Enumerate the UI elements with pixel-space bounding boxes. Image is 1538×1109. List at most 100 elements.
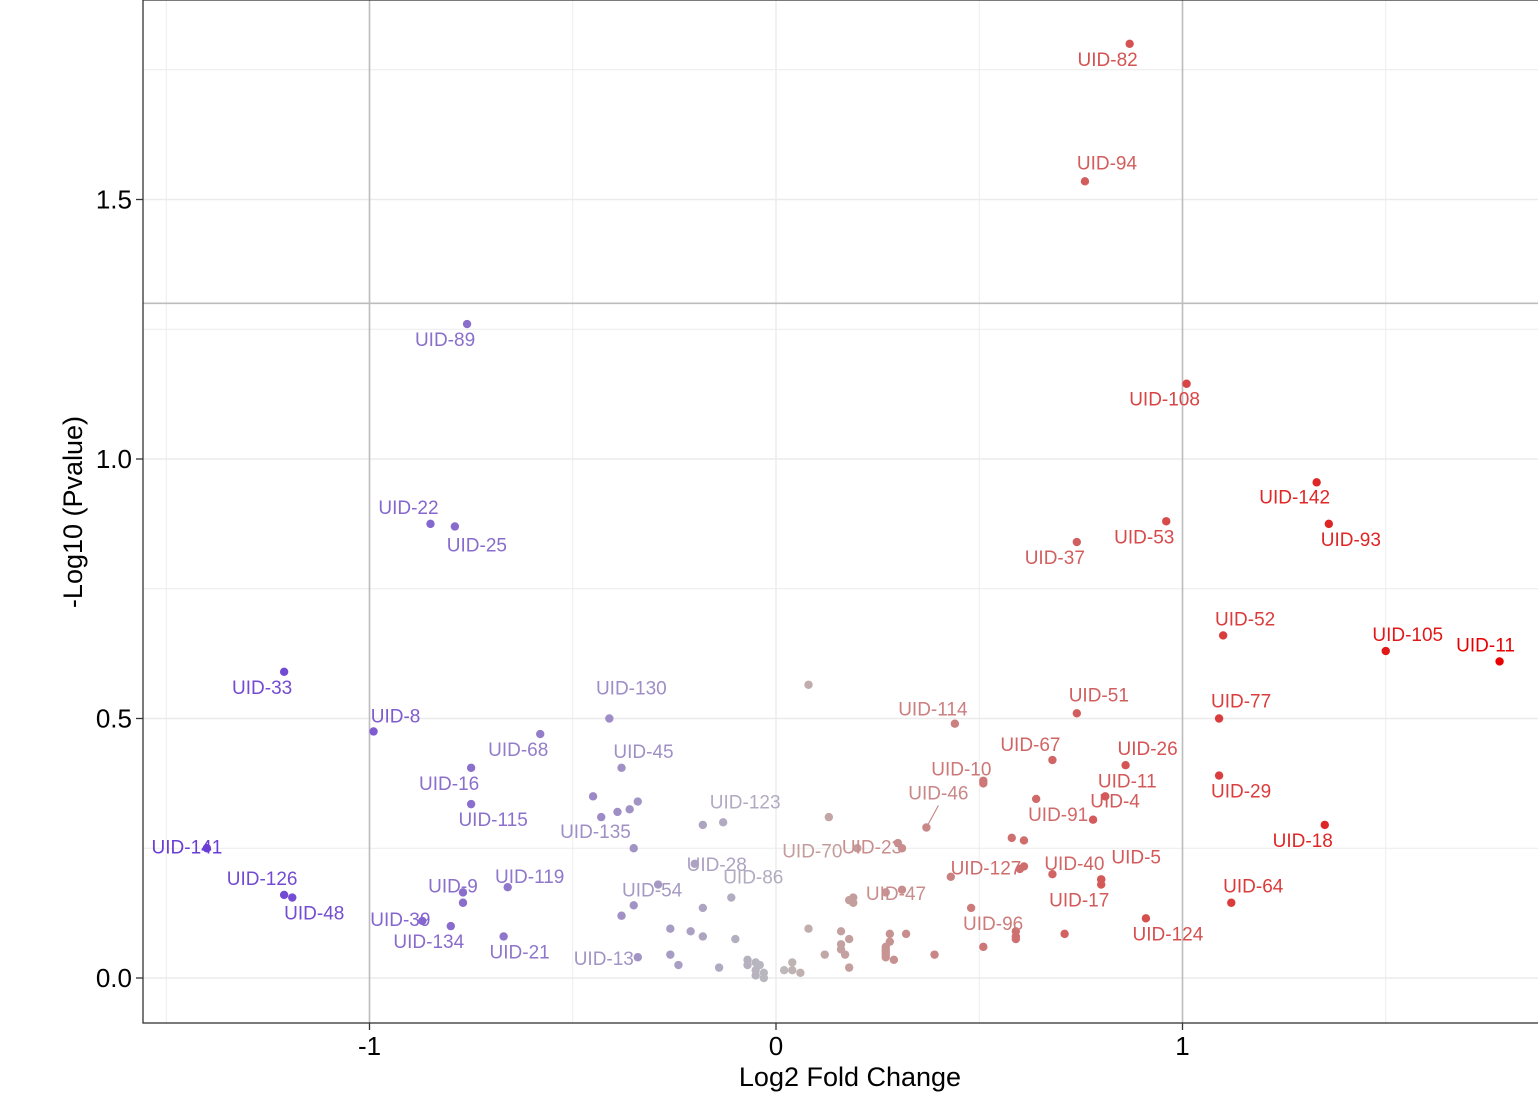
y-tick-label: 0.0 [96,963,132,993]
data-point [804,680,813,689]
threshold-lines [143,0,1538,1023]
data-label: UID-127 [951,858,1022,879]
data-point [1214,714,1224,723]
data-point [788,958,797,967]
data-label: UID-11 [1456,635,1515,656]
data-point [450,522,460,531]
data-point [1182,379,1191,388]
data-label: UID-11 [1098,771,1157,792]
plot-panel-border [142,0,1538,1024]
data-point [881,888,890,897]
data-label: UID-119 [495,867,564,888]
data-point [1031,794,1041,804]
data-point [796,968,805,978]
data-label: UID-64 [1223,877,1284,898]
data-point [686,927,695,936]
data-point [613,807,622,817]
data-point [946,872,955,881]
data-label: UID-48 [284,904,344,925]
data-point [1125,39,1134,48]
x-tick-label: 1 [1175,1031,1189,1061]
data-label: UID-45 [613,742,673,763]
data-label: UID-114 [898,700,968,721]
data-point [202,844,212,853]
data-label: UID-67 [1000,735,1060,756]
data-label: UID-26 [1117,739,1177,760]
data-point [466,763,476,773]
data-label: UID-68 [488,740,548,761]
data-label: UID-39 [370,910,430,931]
data-point [279,667,289,676]
data-label: UID-94 [1077,153,1138,174]
data-label: UID-4 [1090,792,1140,813]
data-label: UID-96 [963,914,1023,935]
data-point [625,805,634,814]
data-point [666,924,675,933]
data-point [901,929,911,939]
data-label: UID-54 [622,881,683,902]
data-point [727,893,736,902]
data-point [897,885,907,894]
data-point [629,901,638,910]
x-axis-title: Log2 Fold Change [739,1062,961,1092]
data-label: UID-29 [1211,782,1271,803]
data-label: UID-51 [1069,685,1129,706]
data-point [1227,898,1236,907]
y-axis-title: -Log10 (Pvalue) [58,416,88,608]
data-point [279,890,289,900]
data-point [698,903,708,913]
data-point [1048,870,1057,879]
data-point [849,898,858,907]
data-point [718,818,728,827]
data-label: UID-23 [842,837,902,858]
data-point [889,955,899,965]
data-point [1214,771,1224,780]
data-label: UID-17 [1049,891,1109,912]
data-point [633,953,642,962]
data-point [853,844,862,853]
data-label: UID-33 [232,678,292,699]
data-label: UID-135 [560,822,631,843]
data-label: UID-124 [1133,924,1204,945]
data-label: UID-89 [415,330,475,351]
data-point [804,924,813,933]
data-label: UID-10 [931,759,991,780]
data-point [369,727,378,736]
data-label: UID-123 [710,792,781,813]
data-point [1072,537,1082,547]
x-tick-label: -1 [358,1031,381,1061]
data-point [674,960,683,970]
data-point [653,880,663,889]
data-point [1101,792,1110,801]
data-point [617,763,626,773]
data-point [1324,519,1334,529]
data-point [836,927,846,936]
data-point [1048,755,1057,765]
data-point [779,966,789,975]
label-leader-line [925,805,939,828]
data-point [844,963,854,972]
data-point [536,729,545,739]
data-point [458,888,468,897]
data-point [1162,517,1171,526]
data-label: UID-130 [596,679,667,700]
data-label: UID-52 [1215,609,1275,630]
data-point [1072,709,1082,718]
data-point [503,882,512,892]
data-label: UID-141 [152,837,223,858]
data-point [930,950,939,959]
data-point [698,820,708,830]
data-point [1019,862,1029,871]
data-label: UID-82 [1078,50,1138,71]
data-label: UID-115 [458,810,527,831]
data-point [288,893,297,902]
data-point [820,950,829,959]
data-point [617,911,626,920]
data-point [731,934,740,944]
y-axis-ticks: 0.0 0.5 1.0 1.5 [96,185,143,993]
data-label: UID-9 [428,876,478,897]
data-point [1019,836,1029,845]
data-label: UID-93 [1321,530,1381,551]
data-point [759,973,769,983]
data-point [979,942,988,952]
